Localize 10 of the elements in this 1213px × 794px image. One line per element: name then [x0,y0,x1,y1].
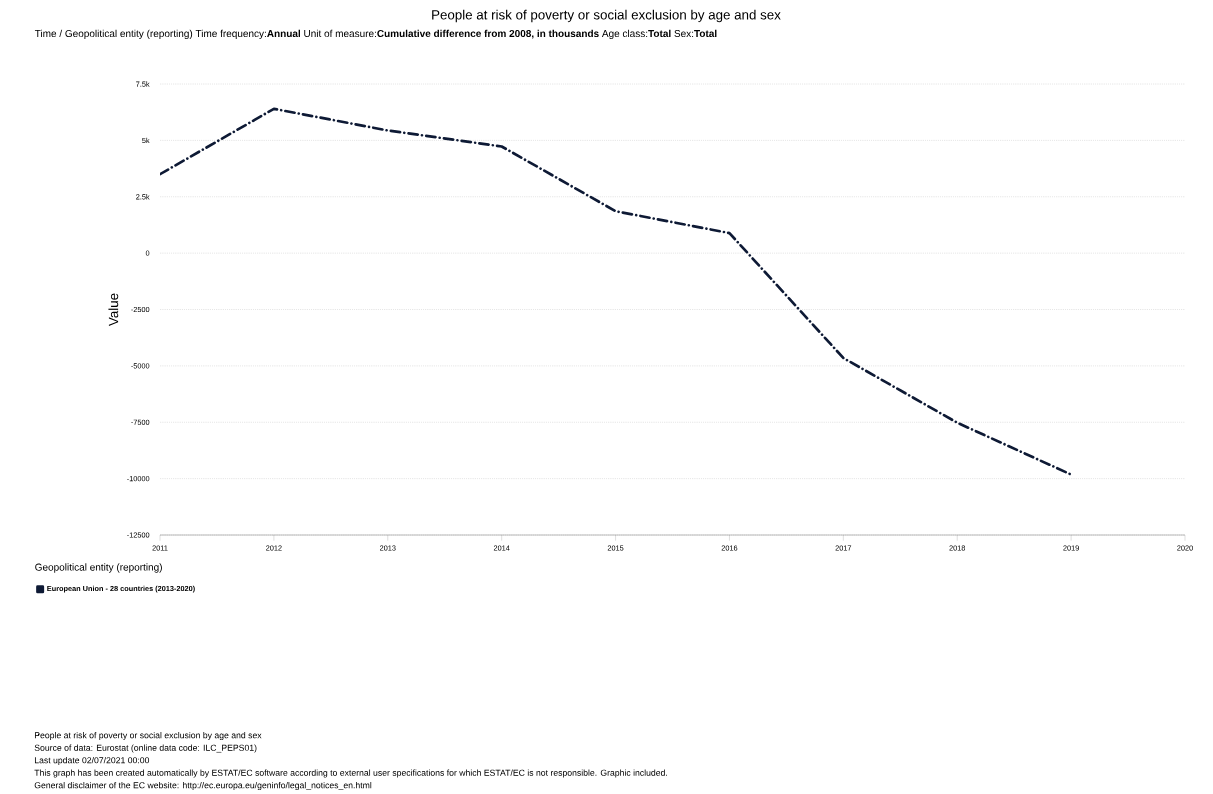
source-note: Source of data: Eurostat (online data code: ILC_PEPS01) [34,744,257,753]
text: General disclaimer of the EC website: http://ec.europa.eu/geninfo/legal_notices_en.html [34,781,372,791]
text: Last update 02/07/2021 00:00 [34,756,150,766]
chart-subtitle: Time / Geopolitical entity (reporting) Time frequency:Annual Unit of measure:Cumulative difference from 2008, in thousands Age class:Total Sex:Total [34,29,717,40]
text: This graph has been created automatically by ESTAT/EC software according to external user specifications for which ESTAT/EC is not responsible. Graphic included. [34,769,667,778]
chart-title: People at risk of poverty or social exclusion by age and sex [432,9,781,23]
legend-title: Geopolitical entity (reporting) [35,563,162,573]
line-series [160,107,1073,476]
text: People at risk of poverty or social exclusion by age and sex [34,731,262,741]
y-axis-title: Value [108,293,119,326]
